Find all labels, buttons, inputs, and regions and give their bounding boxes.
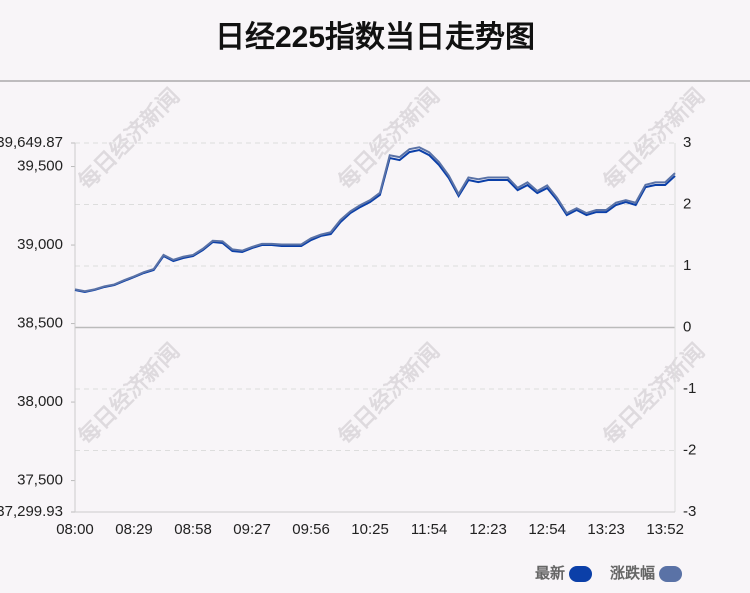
line-series [74, 146, 676, 293]
y2-tick-label: 3 [683, 134, 691, 151]
x-tick-label: 08:00 [56, 521, 94, 538]
x-tick-label: 09:27 [233, 521, 271, 538]
y2-tick-label: -2 [683, 441, 696, 458]
y2-tick-label: 2 [683, 195, 691, 212]
x-tick-label: 11:54 [411, 521, 447, 538]
y2-tick-label: -3 [683, 503, 696, 520]
legend-label: 涨跌幅 [610, 564, 655, 582]
y2-tick-label: 1 [683, 257, 691, 274]
legend-label: 最新 [535, 564, 565, 582]
x-tick-label: 12:23 [469, 521, 507, 538]
x-tick-label: 09:56 [292, 521, 330, 538]
line-series [74, 148, 676, 294]
y-tick-label: 39,649.87 [0, 134, 63, 151]
x-tick-label: 13:52 [646, 521, 684, 538]
y-tick-label: 37,299.93 [0, 503, 63, 520]
x-tick-label: 12:54 [528, 521, 566, 538]
x-tick-label: 08:58 [174, 521, 212, 538]
x-tick-label: 10:25 [351, 521, 389, 538]
y2-tick-label: -1 [683, 380, 696, 397]
legend-swatch [659, 566, 683, 582]
y2-tick-label: 0 [683, 318, 691, 335]
y-tick-label: 38,500 [17, 315, 63, 332]
y-tick-label: 38,000 [17, 393, 63, 410]
legend-swatch [569, 566, 593, 582]
y-tick-label: 37,500 [17, 472, 63, 489]
y-tick-label: 39,500 [17, 158, 63, 175]
y-tick-label: 39,000 [17, 236, 63, 253]
x-tick-label: 13:23 [587, 521, 625, 538]
x-tick-label: 08:29 [115, 521, 153, 538]
chart-title: 日经225指数当日走势图 [215, 20, 535, 54]
